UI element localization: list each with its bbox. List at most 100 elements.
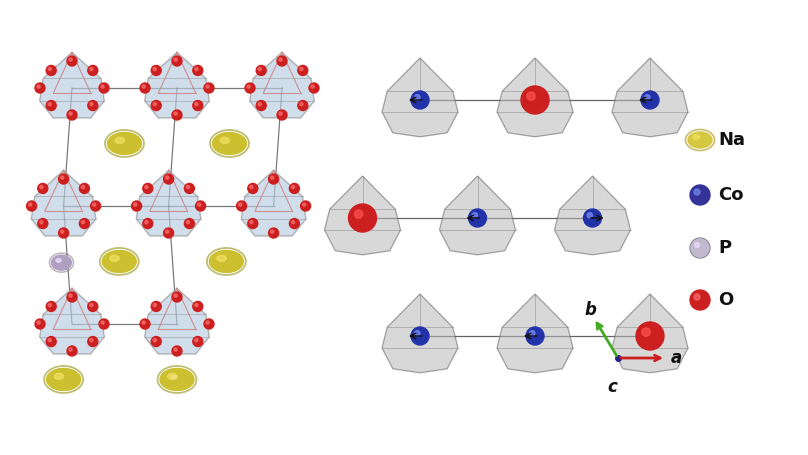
Circle shape (82, 186, 85, 189)
Circle shape (256, 66, 266, 76)
Ellipse shape (209, 250, 243, 273)
Circle shape (690, 290, 710, 310)
Circle shape (250, 221, 253, 224)
Circle shape (101, 85, 104, 88)
Ellipse shape (213, 132, 246, 154)
Circle shape (172, 56, 182, 66)
Polygon shape (145, 52, 209, 118)
Circle shape (289, 218, 300, 228)
Circle shape (279, 58, 282, 61)
Polygon shape (242, 170, 306, 236)
Circle shape (193, 337, 203, 347)
Circle shape (415, 95, 420, 100)
Circle shape (695, 243, 700, 248)
Circle shape (279, 112, 282, 115)
Circle shape (79, 183, 90, 193)
Circle shape (174, 348, 177, 351)
Circle shape (694, 189, 700, 195)
Circle shape (691, 239, 709, 257)
Circle shape (59, 228, 69, 238)
Polygon shape (325, 176, 401, 255)
Circle shape (174, 112, 177, 115)
Circle shape (583, 209, 601, 227)
Circle shape (142, 85, 145, 88)
Circle shape (690, 185, 710, 205)
Circle shape (526, 327, 544, 345)
Circle shape (67, 292, 77, 302)
Circle shape (35, 83, 45, 93)
Circle shape (298, 66, 308, 76)
Circle shape (90, 201, 101, 211)
Circle shape (204, 83, 214, 93)
Ellipse shape (56, 258, 61, 262)
Circle shape (184, 218, 195, 228)
Circle shape (90, 303, 93, 307)
Circle shape (48, 339, 52, 342)
Circle shape (82, 221, 85, 224)
Circle shape (132, 201, 141, 211)
Circle shape (101, 321, 104, 324)
Polygon shape (554, 176, 630, 255)
Polygon shape (250, 52, 314, 118)
Circle shape (271, 176, 274, 179)
Circle shape (35, 319, 45, 329)
Polygon shape (497, 294, 573, 373)
Circle shape (163, 228, 174, 238)
Circle shape (59, 174, 69, 184)
Circle shape (142, 321, 145, 324)
Circle shape (151, 302, 162, 312)
Circle shape (40, 186, 43, 189)
Circle shape (206, 321, 209, 324)
Circle shape (46, 337, 57, 347)
Circle shape (38, 218, 48, 228)
Polygon shape (40, 288, 104, 354)
Ellipse shape (160, 369, 194, 390)
Circle shape (472, 212, 478, 218)
Circle shape (88, 337, 98, 347)
Circle shape (292, 221, 295, 224)
Polygon shape (612, 294, 688, 373)
Circle shape (166, 230, 169, 233)
Circle shape (195, 102, 198, 106)
Ellipse shape (167, 372, 187, 387)
Circle shape (184, 183, 195, 193)
Circle shape (645, 95, 650, 100)
Circle shape (348, 204, 377, 232)
Polygon shape (32, 170, 96, 236)
Ellipse shape (110, 255, 119, 262)
Circle shape (143, 218, 153, 228)
Circle shape (256, 101, 266, 111)
Ellipse shape (115, 137, 124, 143)
Ellipse shape (171, 375, 176, 379)
Circle shape (355, 210, 363, 218)
Ellipse shape (688, 132, 712, 148)
Circle shape (88, 302, 98, 312)
Circle shape (99, 83, 109, 93)
Circle shape (527, 92, 535, 100)
Circle shape (238, 203, 242, 206)
Circle shape (198, 203, 201, 206)
Text: Na: Na (718, 131, 745, 149)
Circle shape (154, 303, 157, 307)
Circle shape (143, 183, 153, 193)
Ellipse shape (692, 135, 700, 140)
Circle shape (67, 346, 77, 356)
Ellipse shape (103, 250, 137, 273)
Circle shape (140, 83, 150, 93)
Circle shape (469, 209, 486, 227)
Polygon shape (137, 170, 201, 236)
Circle shape (163, 174, 174, 184)
Circle shape (154, 339, 157, 342)
Circle shape (309, 83, 319, 93)
Circle shape (529, 331, 535, 336)
Circle shape (521, 86, 549, 114)
Circle shape (587, 212, 592, 218)
Circle shape (90, 102, 93, 106)
Polygon shape (497, 58, 573, 137)
Circle shape (133, 203, 137, 206)
Circle shape (27, 201, 36, 211)
Circle shape (289, 183, 300, 193)
Circle shape (154, 102, 157, 106)
Circle shape (411, 327, 429, 345)
Ellipse shape (220, 137, 229, 143)
